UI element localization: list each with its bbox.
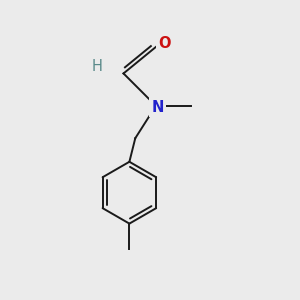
Text: H: H: [92, 58, 102, 74]
Text: O: O: [158, 37, 171, 52]
Text: N: N: [151, 100, 164, 115]
